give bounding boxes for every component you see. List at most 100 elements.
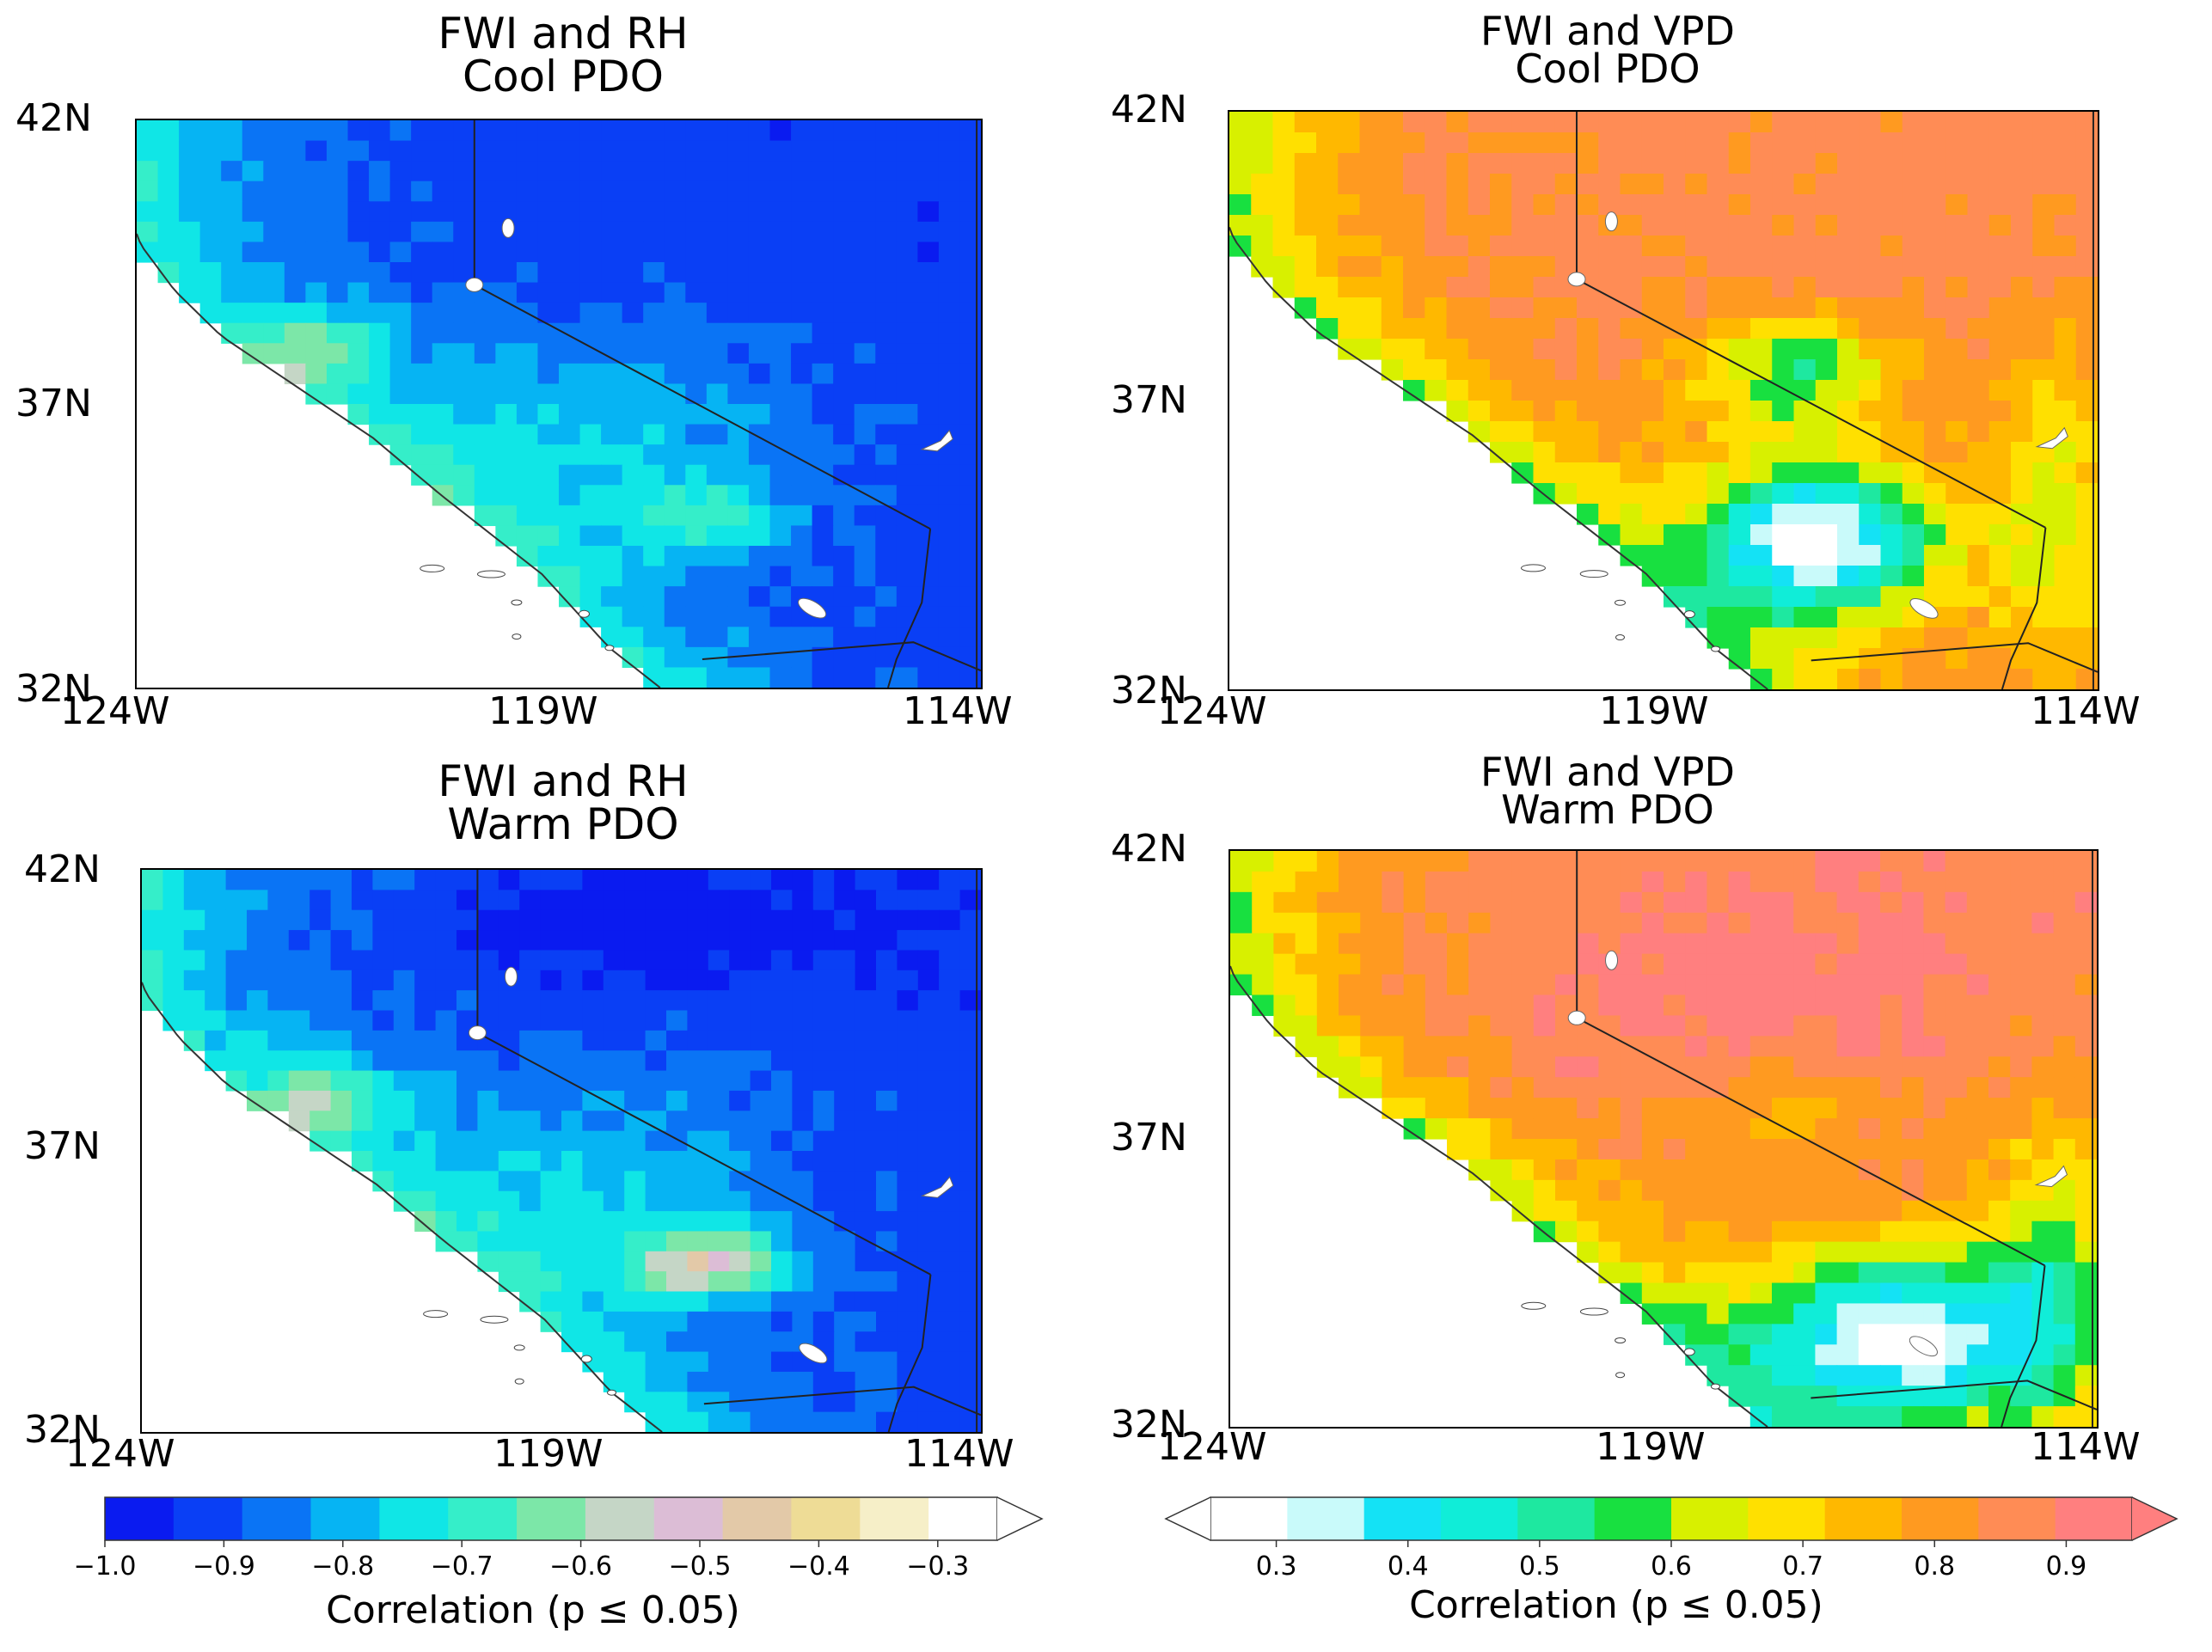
grid-cell: [347, 180, 370, 202]
grid-cell: [1295, 891, 1318, 914]
grid-cell: [622, 262, 644, 284]
grid-cell: [1728, 586, 1751, 608]
grid-cell: [2031, 1139, 2055, 1160]
grid-cell: [1425, 953, 1448, 976]
grid-cell: [833, 161, 855, 182]
grid-cell: [372, 1130, 395, 1152]
grid-cell: [1554, 483, 1578, 505]
grid-cell: [1945, 1077, 1968, 1098]
grid-cell: [1359, 112, 1382, 133]
grid-cell: [645, 1030, 667, 1051]
grid-cell: [1772, 318, 1795, 340]
grid-cell: [601, 606, 623, 627]
grid-cell: [1772, 401, 1795, 422]
grid-cell: [1273, 933, 1296, 955]
grid-cell: [729, 990, 751, 1012]
grid-cell: [727, 180, 750, 202]
grid-cell: [540, 970, 562, 991]
grid-cell: [1924, 483, 1946, 505]
grid-cell: [1533, 132, 1556, 154]
grid-cell: [1554, 174, 1578, 195]
grid-cell: [414, 970, 437, 991]
grid-cell: [477, 909, 499, 931]
grid-cell: [1685, 1056, 1707, 1078]
grid-cell: [1988, 1200, 2011, 1222]
channel-island: [511, 599, 523, 606]
grid-cell: [1685, 1159, 1707, 1181]
grid-cell: [1359, 215, 1382, 236]
grid-cell: [2011, 421, 2033, 443]
grid-cell: [791, 161, 813, 182]
grid-cell: [624, 1211, 646, 1233]
grid-cell: [769, 586, 792, 608]
grid-cell: [432, 363, 454, 385]
grid-cell: [305, 242, 328, 263]
grid-cell: [1664, 442, 1686, 463]
grid-cell: [1945, 1221, 1968, 1243]
grid-cell: [1511, 462, 1535, 484]
grid-cell: [643, 667, 665, 688]
grid-cell: [389, 161, 412, 182]
grid-cell: [305, 201, 328, 223]
colorbar-extend-max: [2131, 1496, 2178, 1541]
grid-cell: [1511, 1118, 1535, 1140]
grid-cell: [748, 586, 771, 608]
grid-cell: [1685, 1303, 1707, 1325]
grid-cell: [834, 1291, 856, 1312]
grid-cell: [622, 404, 644, 425]
grid-cell: [1490, 277, 1512, 298]
grid-cell: [495, 525, 518, 547]
grid-cell: [579, 566, 602, 587]
grid-cell: [959, 970, 981, 991]
pyramid-lake: [1605, 950, 1619, 970]
channel-island: [607, 1389, 617, 1396]
grid-cell: [1685, 380, 1708, 401]
grid-cell: [687, 930, 709, 951]
grid-cell: [1425, 851, 1448, 872]
grid-cell: [601, 627, 623, 648]
grid-cell: [664, 546, 686, 567]
grid-cell: [833, 221, 855, 243]
grid-cell: [708, 1171, 730, 1192]
grid-cell: [876, 1111, 898, 1132]
grid-cell: [142, 970, 163, 991]
grid-cell: [2053, 1324, 2076, 1345]
grid-cell: [179, 262, 201, 284]
grid-cell: [897, 890, 919, 911]
grid-cell: [1533, 339, 1556, 360]
grid-cell: [685, 322, 708, 344]
grid-cell: [1859, 627, 1882, 649]
grid-cell: [2075, 669, 2098, 689]
grid-cell: [1230, 933, 1253, 955]
grid-cell: [1793, 1324, 1816, 1345]
grid-cell: [1555, 1179, 1578, 1202]
grid-cell: [685, 485, 708, 506]
grid-cell: [938, 606, 961, 627]
grid-cell: [1772, 277, 1795, 298]
grid-cell: [1793, 933, 1816, 955]
grid-cell: [959, 1190, 981, 1212]
grid-cell: [1750, 648, 1773, 670]
grid-cell: [456, 1151, 478, 1172]
grid-cell: [1685, 442, 1708, 463]
grid-cell: [643, 383, 665, 405]
grid-cell: [1403, 318, 1425, 340]
grid-cell: [812, 140, 834, 162]
grid-cell: [247, 890, 268, 911]
grid-cell: [2011, 318, 2033, 340]
grid-cell: [1641, 277, 1664, 298]
grid-cell: [157, 120, 180, 142]
grid-cell: [1923, 912, 1946, 934]
grid-cell: [1967, 174, 1990, 195]
grid-cell: [1360, 1036, 1382, 1057]
grid-cell: [938, 363, 961, 385]
grid-cell: [1837, 380, 1860, 401]
grid-cell: [1706, 1179, 1730, 1202]
grid-cell: [2031, 1303, 2055, 1325]
grid-cell: [1598, 112, 1621, 133]
grid-cell: [792, 1371, 814, 1392]
grid-cell: [1988, 974, 2011, 996]
grid-cell: [1880, 318, 1903, 340]
grid-cell: [833, 282, 855, 303]
grid-cell: [1772, 1077, 1794, 1098]
